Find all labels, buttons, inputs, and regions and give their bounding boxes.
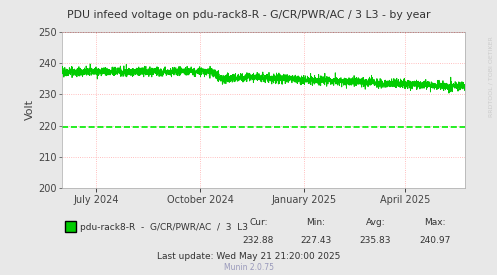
Text: Avg:: Avg: xyxy=(365,218,385,227)
Text: pdu-rack8-R  -  G/CR/PWR/AC  /  3  L3: pdu-rack8-R - G/CR/PWR/AC / 3 L3 xyxy=(80,223,248,232)
Text: Munin 2.0.75: Munin 2.0.75 xyxy=(224,263,273,272)
Text: Max:: Max: xyxy=(424,218,446,227)
Text: 235.83: 235.83 xyxy=(359,236,391,245)
Text: Cur:: Cur: xyxy=(249,218,268,227)
Text: 227.43: 227.43 xyxy=(300,236,331,245)
Text: 240.97: 240.97 xyxy=(419,236,451,245)
Text: RRDTOOL / TOBI OETIKER: RRDTOOL / TOBI OETIKER xyxy=(489,37,494,117)
Text: PDU infeed voltage on pdu-rack8-R - G/CR/PWR/AC / 3 L3 - by year: PDU infeed voltage on pdu-rack8-R - G/CR… xyxy=(67,10,430,20)
Text: Last update: Wed May 21 21:20:00 2025: Last update: Wed May 21 21:20:00 2025 xyxy=(157,252,340,261)
Text: 232.88: 232.88 xyxy=(243,236,274,245)
Text: Min:: Min: xyxy=(306,218,325,227)
Y-axis label: Volt: Volt xyxy=(25,100,35,120)
